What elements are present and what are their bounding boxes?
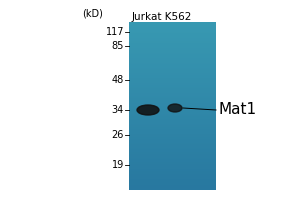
Text: 19: 19 [112,160,124,170]
Text: 26: 26 [112,130,124,140]
Ellipse shape [137,105,159,115]
Text: 85: 85 [112,41,124,51]
Text: (kD): (kD) [82,8,103,18]
Text: 48: 48 [112,75,124,85]
Text: 117: 117 [106,27,124,37]
Text: Mat1: Mat1 [218,102,256,117]
Ellipse shape [168,104,182,112]
Text: Jurkat K562: Jurkat K562 [132,12,192,22]
Text: 34: 34 [112,105,124,115]
